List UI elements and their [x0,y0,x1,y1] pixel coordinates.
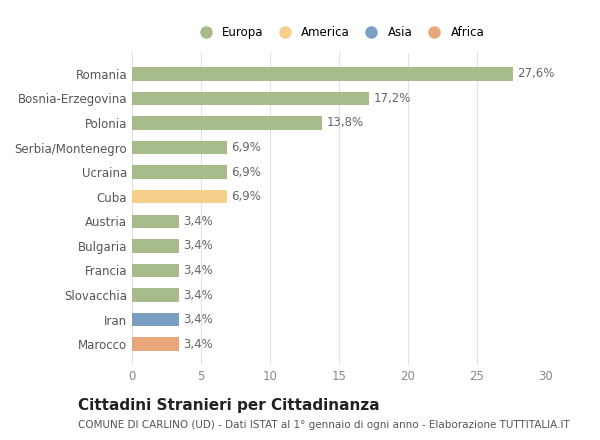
Bar [132,264,179,277]
Text: 27,6%: 27,6% [517,67,554,80]
Text: 6,9%: 6,9% [232,165,261,179]
Text: 6,9%: 6,9% [232,141,261,154]
Text: 3,4%: 3,4% [183,264,213,277]
Text: 13,8%: 13,8% [326,117,364,129]
Bar [132,190,227,203]
Bar [132,116,322,130]
Text: 3,4%: 3,4% [183,313,213,326]
Bar [132,215,179,228]
Bar [132,337,179,351]
Bar [132,288,179,302]
Bar [132,67,513,81]
Bar [132,92,370,105]
Text: 6,9%: 6,9% [232,190,261,203]
Text: 17,2%: 17,2% [373,92,411,105]
Legend: Europa, America, Asia, Africa: Europa, America, Asia, Africa [189,21,489,44]
Text: COMUNE DI CARLINO (UD) - Dati ISTAT al 1° gennaio di ogni anno - Elaborazione TU: COMUNE DI CARLINO (UD) - Dati ISTAT al 1… [78,420,570,430]
Text: 3,4%: 3,4% [183,338,213,351]
Bar [132,165,227,179]
Text: 3,4%: 3,4% [183,289,213,301]
Bar [132,313,179,326]
Bar [132,141,227,154]
Text: 3,4%: 3,4% [183,239,213,253]
Text: 3,4%: 3,4% [183,215,213,228]
Bar [132,239,179,253]
Text: Cittadini Stranieri per Cittadinanza: Cittadini Stranieri per Cittadinanza [78,398,380,413]
